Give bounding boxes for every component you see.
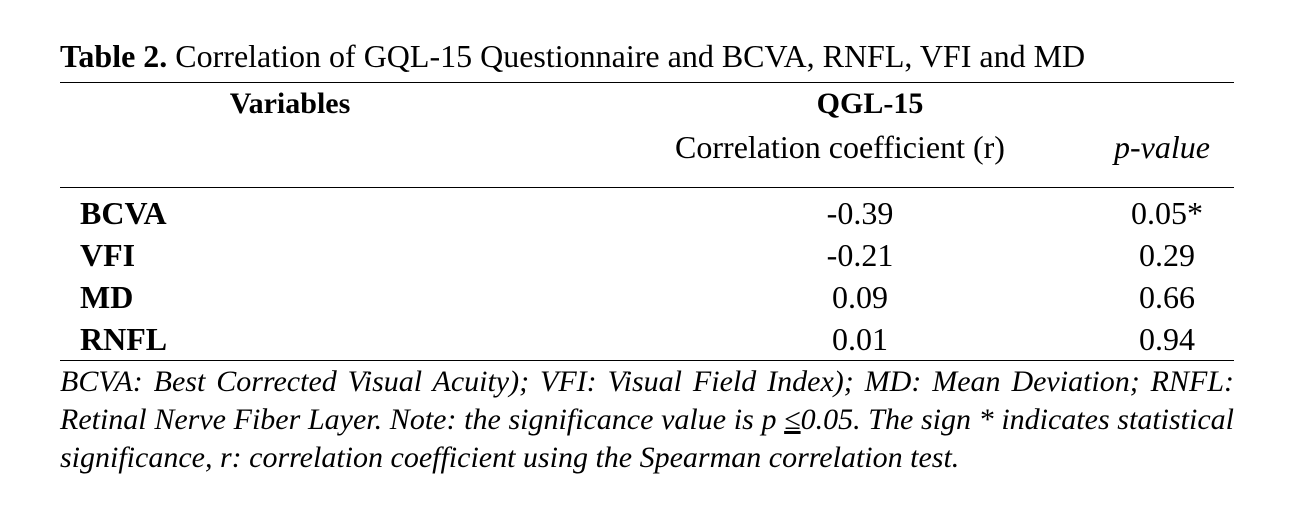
footnote-part-2: 0.05. The sign * indicates statistical s… [60,403,1234,474]
row-variable: RNFL [80,321,168,357]
row-variable: MD [80,279,134,315]
table-caption: Table 2. Correlation of GQL-15 Questionn… [60,36,1234,76]
top-rule [60,82,1234,83]
row-variable: BCVA [80,195,167,231]
footnote-part-1: BCVA: Best Corrected Visual Acuity); VFI… [60,365,1234,436]
row-coefficient: 0.01 [832,321,888,357]
header-pvalue: p-value [1114,129,1210,165]
table-row: VFI -0.21 0.29 [60,234,1234,276]
row-pvalue: 0.29 [1139,237,1195,273]
table-header: Variables QGL-15 Correlation coefficient… [60,83,1234,187]
row-pvalue: 0.66 [1139,279,1195,315]
header-variables: Variables [229,87,351,120]
row-coefficient: -0.21 [826,237,894,273]
data-table: BCVA -0.39 0.05* VFI -0.21 0.29 MD 0.09 … [60,192,1234,360]
header-group: QGL-15 [816,87,924,120]
caption-text: Correlation of GQL-15 Questionnaire and … [167,38,1086,74]
caption-label: Table 2. [60,38,168,74]
row-coefficient: 0.09 [832,279,888,315]
table-figure: Table 2. Correlation of GQL-15 Questionn… [60,36,1234,477]
header-coefficient: Correlation coefficient (r) [675,129,1005,165]
row-pvalue: 0.05* [1131,195,1203,231]
row-coefficient: -0.39 [826,195,894,231]
table-footnote: BCVA: Best Corrected Visual Acuity); VFI… [60,363,1234,477]
bottom-rule [60,360,1234,361]
header-rule [60,187,1234,188]
footnote-leq-symbol: ≤ [784,403,801,436]
table-row: BCVA -0.39 0.05* [60,192,1234,234]
row-pvalue: 0.94 [1139,321,1195,357]
table-row: MD 0.09 0.66 [60,276,1234,318]
row-variable: VFI [80,237,136,273]
table-row: RNFL 0.01 0.94 [60,318,1234,360]
